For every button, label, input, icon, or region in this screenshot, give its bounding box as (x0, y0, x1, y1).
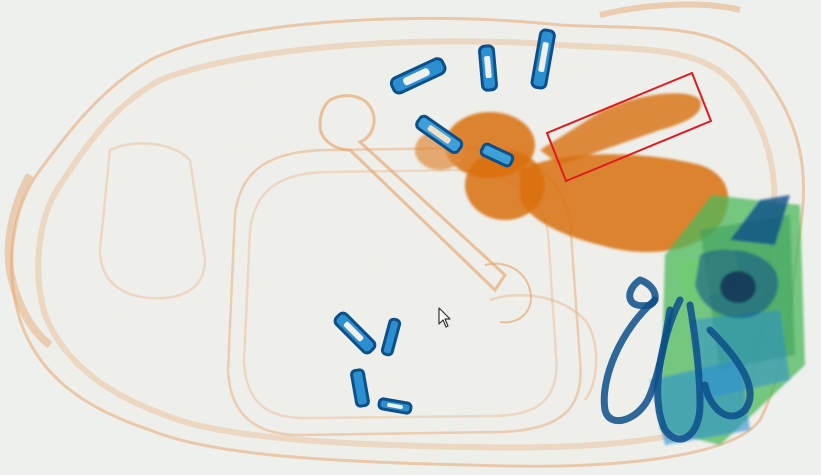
zipper-pulls (333, 28, 556, 415)
arrow-pointer-icon (438, 307, 451, 328)
detection-bounding-box[interactable] (545, 71, 713, 183)
cable-loops (600, 276, 754, 443)
